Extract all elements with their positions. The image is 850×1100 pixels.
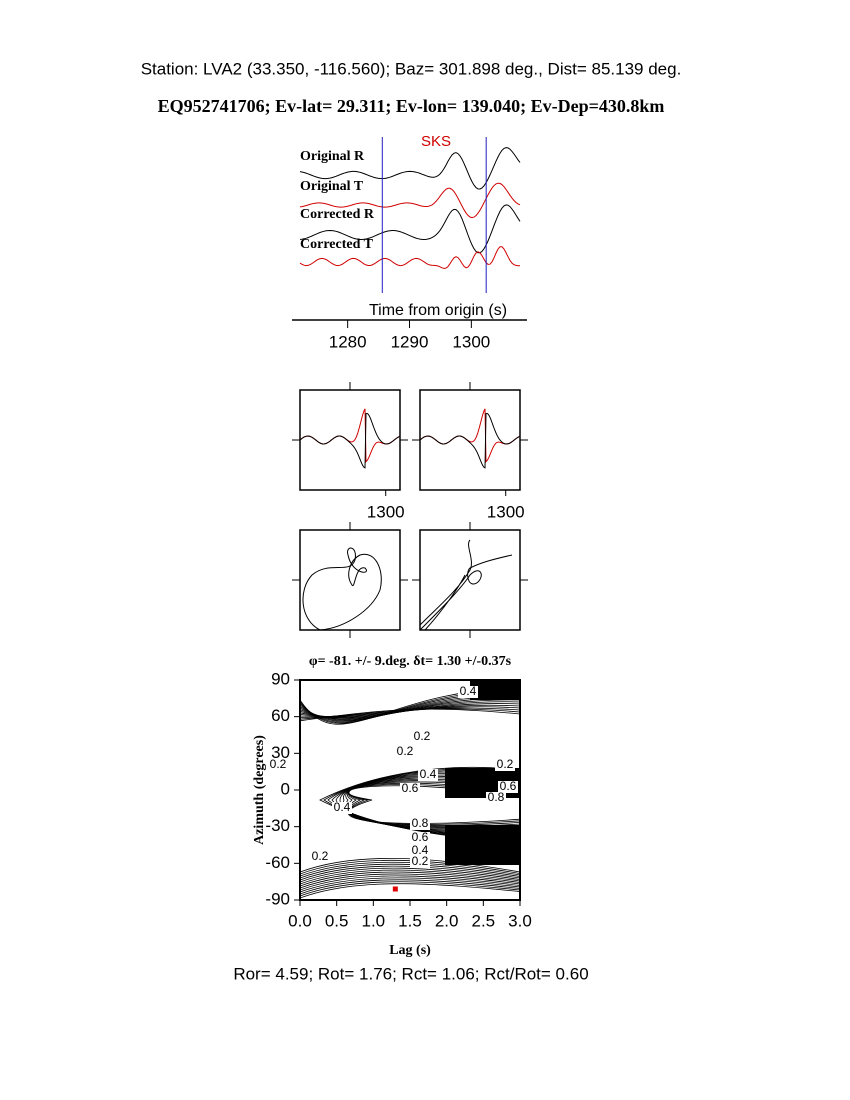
x-tick-label: 1300 <box>487 502 525 521</box>
trace <box>299 147 521 190</box>
contour <box>299 865 521 881</box>
x-tick-label: 1300 <box>367 502 405 521</box>
dense-region <box>470 680 520 700</box>
phase-label: SKS <box>421 133 451 150</box>
contour-label: 0.6 <box>402 781 419 795</box>
label-bg <box>498 781 518 793</box>
contour <box>299 879 521 895</box>
label-bg <box>495 759 515 771</box>
contour <box>299 875 521 891</box>
x-tick-label: 1300 <box>452 332 490 351</box>
trace-label: Original R <box>300 149 365 164</box>
contour-label: 0.2 <box>412 854 429 868</box>
trace <box>299 182 521 219</box>
contour-label: 0.8 <box>412 816 429 830</box>
y-tick-label: -30 <box>265 816 290 835</box>
trace <box>299 408 401 463</box>
contour-label: 0.6 <box>500 779 517 793</box>
x-tick-label: 0.5 <box>325 911 349 930</box>
x-tick-label: 1.5 <box>398 911 422 930</box>
x-tick-label: 1290 <box>391 332 429 351</box>
trace-label: Corrected R <box>300 207 375 222</box>
x-tick-label: 2.5 <box>472 911 496 930</box>
contour <box>299 861 521 877</box>
trace-label: Original T <box>300 179 364 194</box>
contour <box>299 873 521 889</box>
contour <box>299 857 521 873</box>
contour-title: φ= -81. +/- 9.deg. δt= 1.30 +/-0.37s <box>309 654 512 669</box>
label-bg <box>410 818 430 830</box>
label-bg <box>310 851 330 863</box>
contour-label: 0.2 <box>497 757 514 771</box>
contour-label: 0.4 <box>412 843 429 857</box>
label-bg <box>410 845 430 857</box>
y-tick-label: -90 <box>265 889 290 908</box>
label-bg <box>410 856 430 868</box>
x-tick-label: 0.0 <box>288 911 312 930</box>
contour <box>299 883 521 899</box>
contour-label: 0.4 <box>460 684 477 698</box>
y-tick-label: 90 <box>271 669 290 688</box>
contour <box>299 708 521 722</box>
contour <box>299 859 521 875</box>
x-tick-label: 1.0 <box>362 911 386 930</box>
y-tick-label: 60 <box>271 706 290 725</box>
footer: Ror= 4.59; Rot= 1.76; Rct= 1.06; Rct/Rot… <box>233 964 588 983</box>
y-tick-label: -60 <box>265 853 290 872</box>
label-bg <box>486 792 506 804</box>
trace <box>299 204 521 254</box>
contour-label: 0.2 <box>397 744 414 758</box>
contour <box>299 871 521 887</box>
panel-frames <box>292 382 528 638</box>
x-axis-label: Lag (s) <box>389 943 431 958</box>
x-tick-label: 1280 <box>329 332 367 351</box>
contour <box>319 766 521 841</box>
trace-label: Corrected T <box>300 237 374 252</box>
contour <box>299 877 521 893</box>
y-axis-label: Azimuth (degrees) <box>252 735 267 845</box>
label-bg <box>400 783 420 795</box>
trace <box>419 408 521 463</box>
contour-label: 0.6 <box>412 830 429 844</box>
contour-label: 0.2 <box>414 729 431 743</box>
y-tick-label: 30 <box>271 743 290 762</box>
y-tick-label: 0 <box>281 779 290 798</box>
contour <box>323 768 521 839</box>
particle-motion <box>302 539 513 631</box>
contour-label: 0.4 <box>420 767 437 781</box>
trace <box>299 246 521 269</box>
x-axis-label: Time from origin (s) <box>369 302 507 319</box>
x-tick-label: 2.0 <box>435 911 459 930</box>
label-bg <box>332 802 352 814</box>
x-tick-label: 3.0 <box>508 911 532 930</box>
contour <box>299 867 521 883</box>
contour-label: 0.8 <box>488 790 505 804</box>
contour <box>299 881 521 897</box>
contour-label: 0.2 <box>312 849 329 863</box>
label-bg <box>268 759 288 771</box>
contour-lines: 0.40.20.20.20.40.60.20.60.80.40.80.60.40… <box>268 680 521 899</box>
contour <box>299 863 521 879</box>
label-bg <box>458 686 478 698</box>
contour <box>299 869 521 885</box>
event-line: EQ952741706; Ev-lat= 29.311; Ev-lon= 139… <box>158 96 665 116</box>
label-bg <box>412 731 432 743</box>
contour-label: 0.2 <box>270 757 287 771</box>
label-bg <box>418 769 438 781</box>
label-bg <box>410 832 430 844</box>
station-line: Station: LVA2 (33.350, -116.560); Baz= 3… <box>141 59 682 78</box>
trace <box>299 412 401 469</box>
best-fit-point <box>392 886 398 892</box>
contour-label: 0.4 <box>334 800 351 814</box>
label-bg <box>395 746 415 758</box>
trace <box>419 412 521 469</box>
